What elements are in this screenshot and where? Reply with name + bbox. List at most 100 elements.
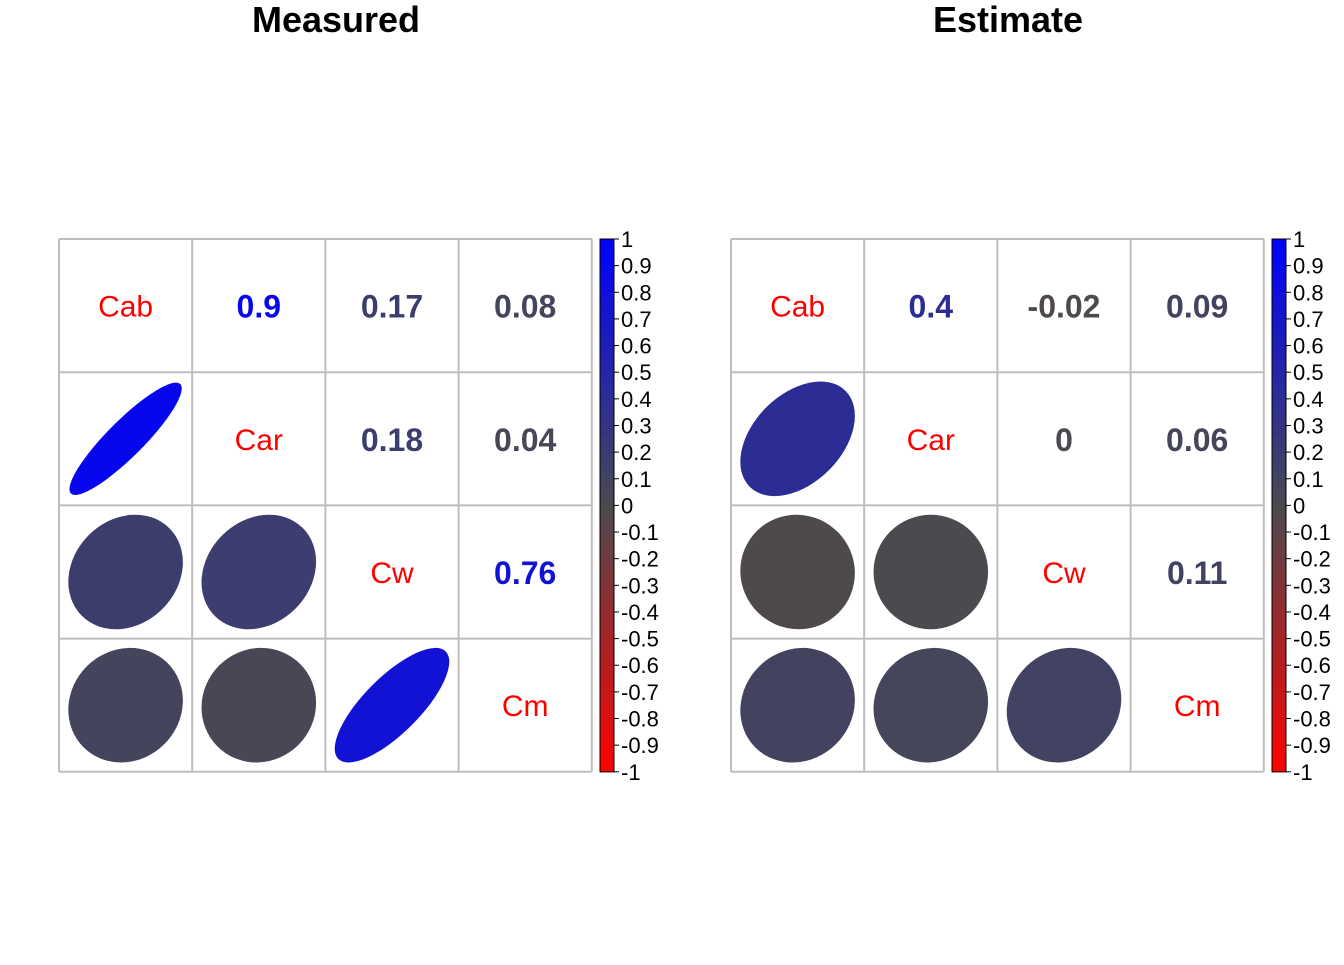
colorbar-segment: [1272, 537, 1286, 544]
colorbar-segment: [600, 292, 614, 299]
correlation-value: -0.02: [1028, 289, 1101, 325]
colorbar-segment: [1272, 254, 1286, 261]
correlation-value: 0.11: [1167, 555, 1228, 591]
diagonal-label: Car: [907, 424, 955, 457]
colorbar-tick-label: 0: [621, 493, 633, 518]
colorbar-segment: [1272, 329, 1286, 336]
colorbar-segment: [1272, 606, 1286, 613]
colorbar-segment: [1272, 633, 1286, 640]
correlation-value: 0.4: [909, 289, 954, 325]
colorbar-segment: [1272, 548, 1286, 554]
correlation-ellipse: [69, 382, 182, 495]
colorbar-segment: [600, 329, 614, 336]
colorbar-segment: [1272, 265, 1286, 272]
colorbar-tick-label: -0.5: [1293, 627, 1331, 652]
colorbar-segment: [600, 649, 614, 656]
colorbar-segment: [1272, 675, 1286, 682]
colorbar-segment: [600, 675, 614, 682]
colorbar-tick-label: 0.1: [621, 467, 652, 492]
correlation-value: 0: [1055, 422, 1073, 458]
colorbar-segment: [1272, 366, 1286, 373]
colorbar-segment: [1272, 345, 1286, 352]
colorbar-segment: [1272, 707, 1286, 714]
colorbar-segment: [1272, 297, 1286, 304]
colorbar-segment: [1272, 611, 1286, 618]
colorbar-segment: [1272, 302, 1286, 309]
colorbar-segment: [600, 478, 614, 485]
colorbar-segment: [600, 254, 614, 261]
colorbar-segment: [600, 457, 614, 464]
colorbar-segment: [600, 766, 614, 773]
correlation-ellipse: [334, 647, 450, 763]
colorbar-segment: [1272, 739, 1286, 746]
colorbar-segment: [1272, 286, 1286, 293]
colorbar-segment: [600, 468, 614, 475]
colorbar-segment: [600, 249, 614, 256]
colorbar-segment: [600, 281, 614, 288]
colorbar-segment: [600, 755, 614, 762]
colorbar-segment: [600, 420, 614, 427]
colorbar-segment: [600, 718, 614, 725]
colorbar-segment: [600, 537, 614, 544]
correlation-value: 0.06: [1166, 422, 1228, 458]
colorbar-segment: [1272, 702, 1286, 709]
colorbar-tick-label: 0.9: [1293, 254, 1324, 279]
colorbar-tick-label: -0.4: [1293, 600, 1331, 625]
colorbar-segment: [1272, 579, 1286, 586]
colorbar-segment: [1272, 734, 1286, 741]
colorbar-segment: [600, 601, 614, 608]
colorbar-segment: [600, 270, 614, 277]
colorbar-segment: [1272, 574, 1286, 581]
colorbar-segment: [1272, 382, 1286, 389]
colorbar-segment: [600, 334, 614, 341]
colorbar-tick-label: -1: [621, 760, 641, 785]
colorbar-segment: [1272, 617, 1286, 624]
colorbar-segment: [1272, 532, 1286, 538]
colorbar-segment: [600, 473, 614, 480]
colorbar-tick-label: -0.2: [1293, 547, 1331, 572]
colorbar-segment: [1272, 361, 1286, 368]
colorbar-segment: [600, 350, 614, 357]
colorbar-segment: [600, 393, 614, 400]
correlation-ellipse: [740, 514, 855, 630]
colorbar-segment: [600, 558, 614, 565]
colorbar-segment: [1272, 356, 1286, 363]
colorbar-segment: [600, 745, 614, 752]
colorbar-segment: [1272, 521, 1286, 528]
colorbar-segment: [600, 739, 614, 746]
colorbar-segment: [1272, 745, 1286, 752]
colorbar-segment: [1272, 542, 1286, 549]
colorbar-segment: [1272, 564, 1286, 570]
colorbar-segment: [600, 569, 614, 576]
colorbar-tick-label: 0.3: [621, 413, 652, 438]
colorbar-tick-label: -0.1: [1293, 520, 1331, 545]
colorbar-segment: [600, 425, 614, 432]
colorbar-segment: [1272, 558, 1286, 565]
colorbar-segment: [1272, 643, 1286, 650]
colorbar-segment: [1272, 409, 1286, 416]
colorbar-segment: [600, 345, 614, 352]
colorbar-segment: [1272, 755, 1286, 762]
colorbar-segment: [1272, 324, 1286, 331]
colorbar-segment: [1272, 553, 1286, 560]
colorbar-segment: [1272, 377, 1286, 384]
colorbar-segment: [600, 702, 614, 709]
colorbar-segment: [1272, 569, 1286, 576]
colorbar-segment: [600, 585, 614, 592]
correlation-ellipse: [201, 647, 317, 763]
colorbar-tick-label: -0.9: [1293, 733, 1331, 758]
colorbar-segment: [1272, 425, 1286, 432]
colorbar-segment: [1272, 729, 1286, 736]
colorbar-segment: [1272, 585, 1286, 592]
correlation-value: 0.76: [494, 555, 556, 591]
colorbar-segment: [1272, 292, 1286, 299]
colorbar-tick-label: 0.1: [1293, 467, 1324, 492]
colorbar-segment: [600, 611, 614, 618]
colorbar-segment: [600, 505, 614, 512]
colorbar-segment: [1272, 750, 1286, 757]
colorbar-segment: [1272, 489, 1286, 496]
colorbar-segment: [600, 734, 614, 741]
colorbar-segment: [600, 441, 614, 448]
colorbar-segment: [600, 414, 614, 421]
